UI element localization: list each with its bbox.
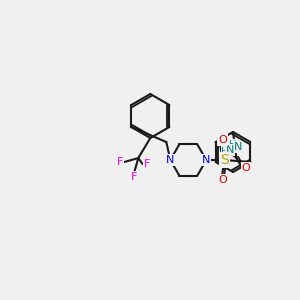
Text: F: F [117, 157, 124, 167]
Text: N: N [226, 145, 234, 155]
Text: H: H [221, 147, 229, 157]
Text: F: F [144, 159, 151, 169]
Text: N: N [166, 155, 175, 165]
Text: N: N [202, 155, 211, 165]
Text: N: N [234, 142, 242, 152]
Text: F: F [131, 172, 137, 182]
Text: S: S [220, 153, 229, 167]
Text: H: H [229, 140, 236, 150]
Text: O: O [218, 175, 227, 185]
Text: O: O [242, 163, 250, 173]
Text: O: O [218, 135, 227, 145]
